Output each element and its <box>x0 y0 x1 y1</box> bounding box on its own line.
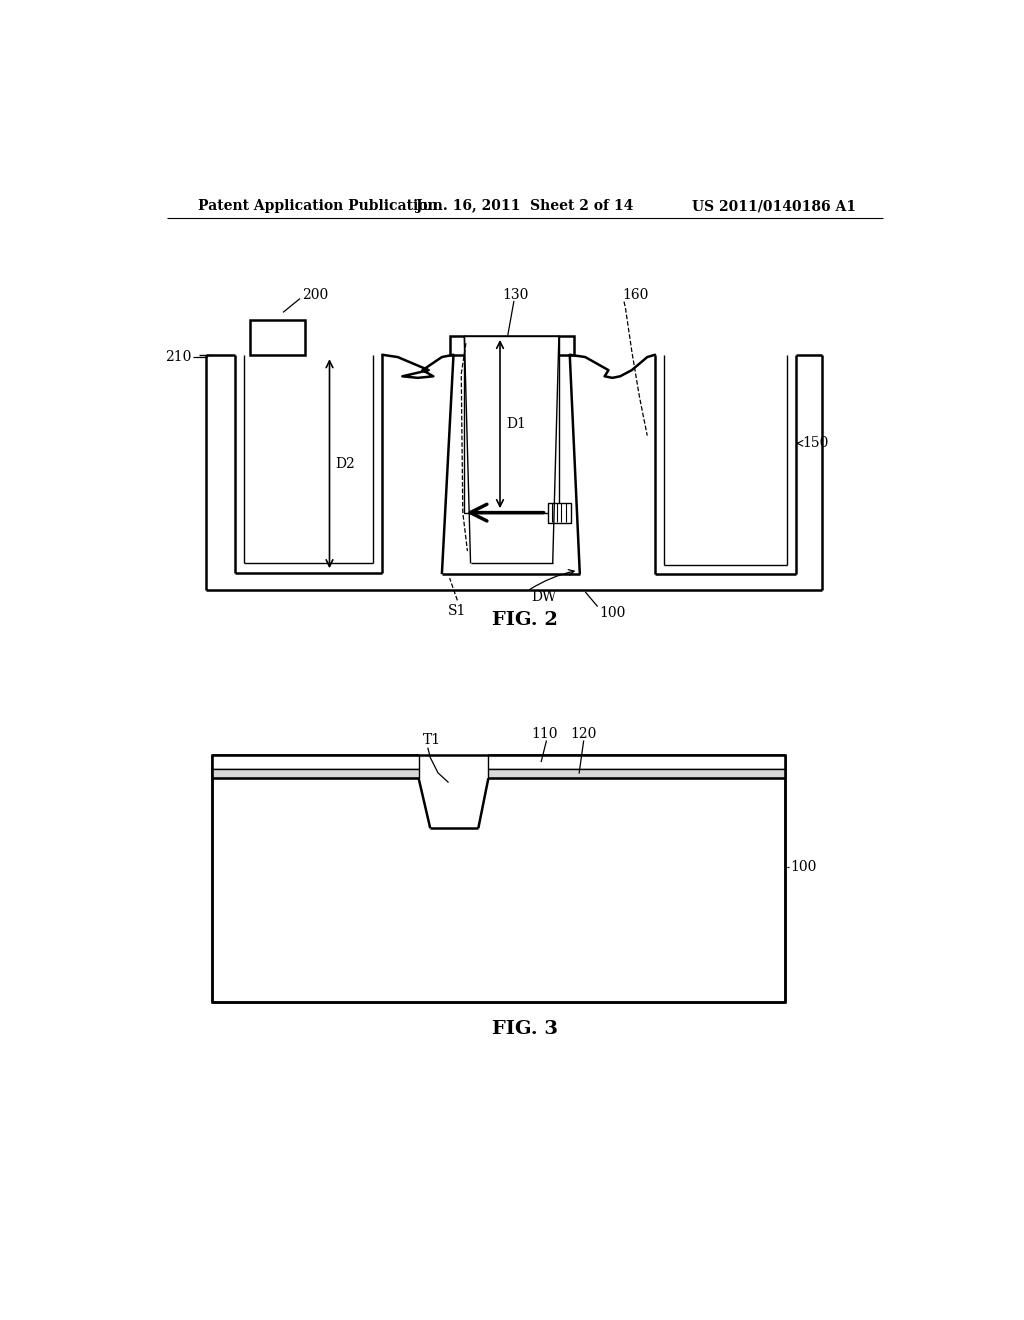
Bar <box>464 335 559 512</box>
Text: 200: 200 <box>302 288 329 302</box>
Bar <box>212 755 785 1002</box>
Text: 210: 210 <box>165 350 191 364</box>
Text: 120: 120 <box>570 727 597 742</box>
Text: 110: 110 <box>531 727 558 742</box>
Bar <box>488 770 785 779</box>
Bar <box>548 503 571 523</box>
Bar <box>450 335 573 355</box>
Text: Jun. 16, 2011  Sheet 2 of 14: Jun. 16, 2011 Sheet 2 of 14 <box>416 199 634 213</box>
Text: FIG. 2: FIG. 2 <box>492 611 558 630</box>
Text: 160: 160 <box>623 289 649 302</box>
Text: D2: D2 <box>336 457 355 471</box>
Bar <box>212 755 419 770</box>
Bar <box>251 321 305 355</box>
Text: FIG. 3: FIG. 3 <box>492 1019 558 1038</box>
Text: S1: S1 <box>449 605 467 618</box>
Bar <box>488 755 785 770</box>
Text: DW: DW <box>531 590 556 605</box>
Text: 100: 100 <box>599 606 626 619</box>
Text: US 2011/0140186 A1: US 2011/0140186 A1 <box>692 199 856 213</box>
Text: T1: T1 <box>423 733 440 747</box>
Text: 150: 150 <box>802 437 828 450</box>
Text: Patent Application Publication: Patent Application Publication <box>198 199 437 213</box>
Text: 130: 130 <box>503 289 528 302</box>
Text: 100: 100 <box>791 859 817 874</box>
Text: D1: D1 <box>506 417 526 432</box>
Bar <box>212 770 419 779</box>
